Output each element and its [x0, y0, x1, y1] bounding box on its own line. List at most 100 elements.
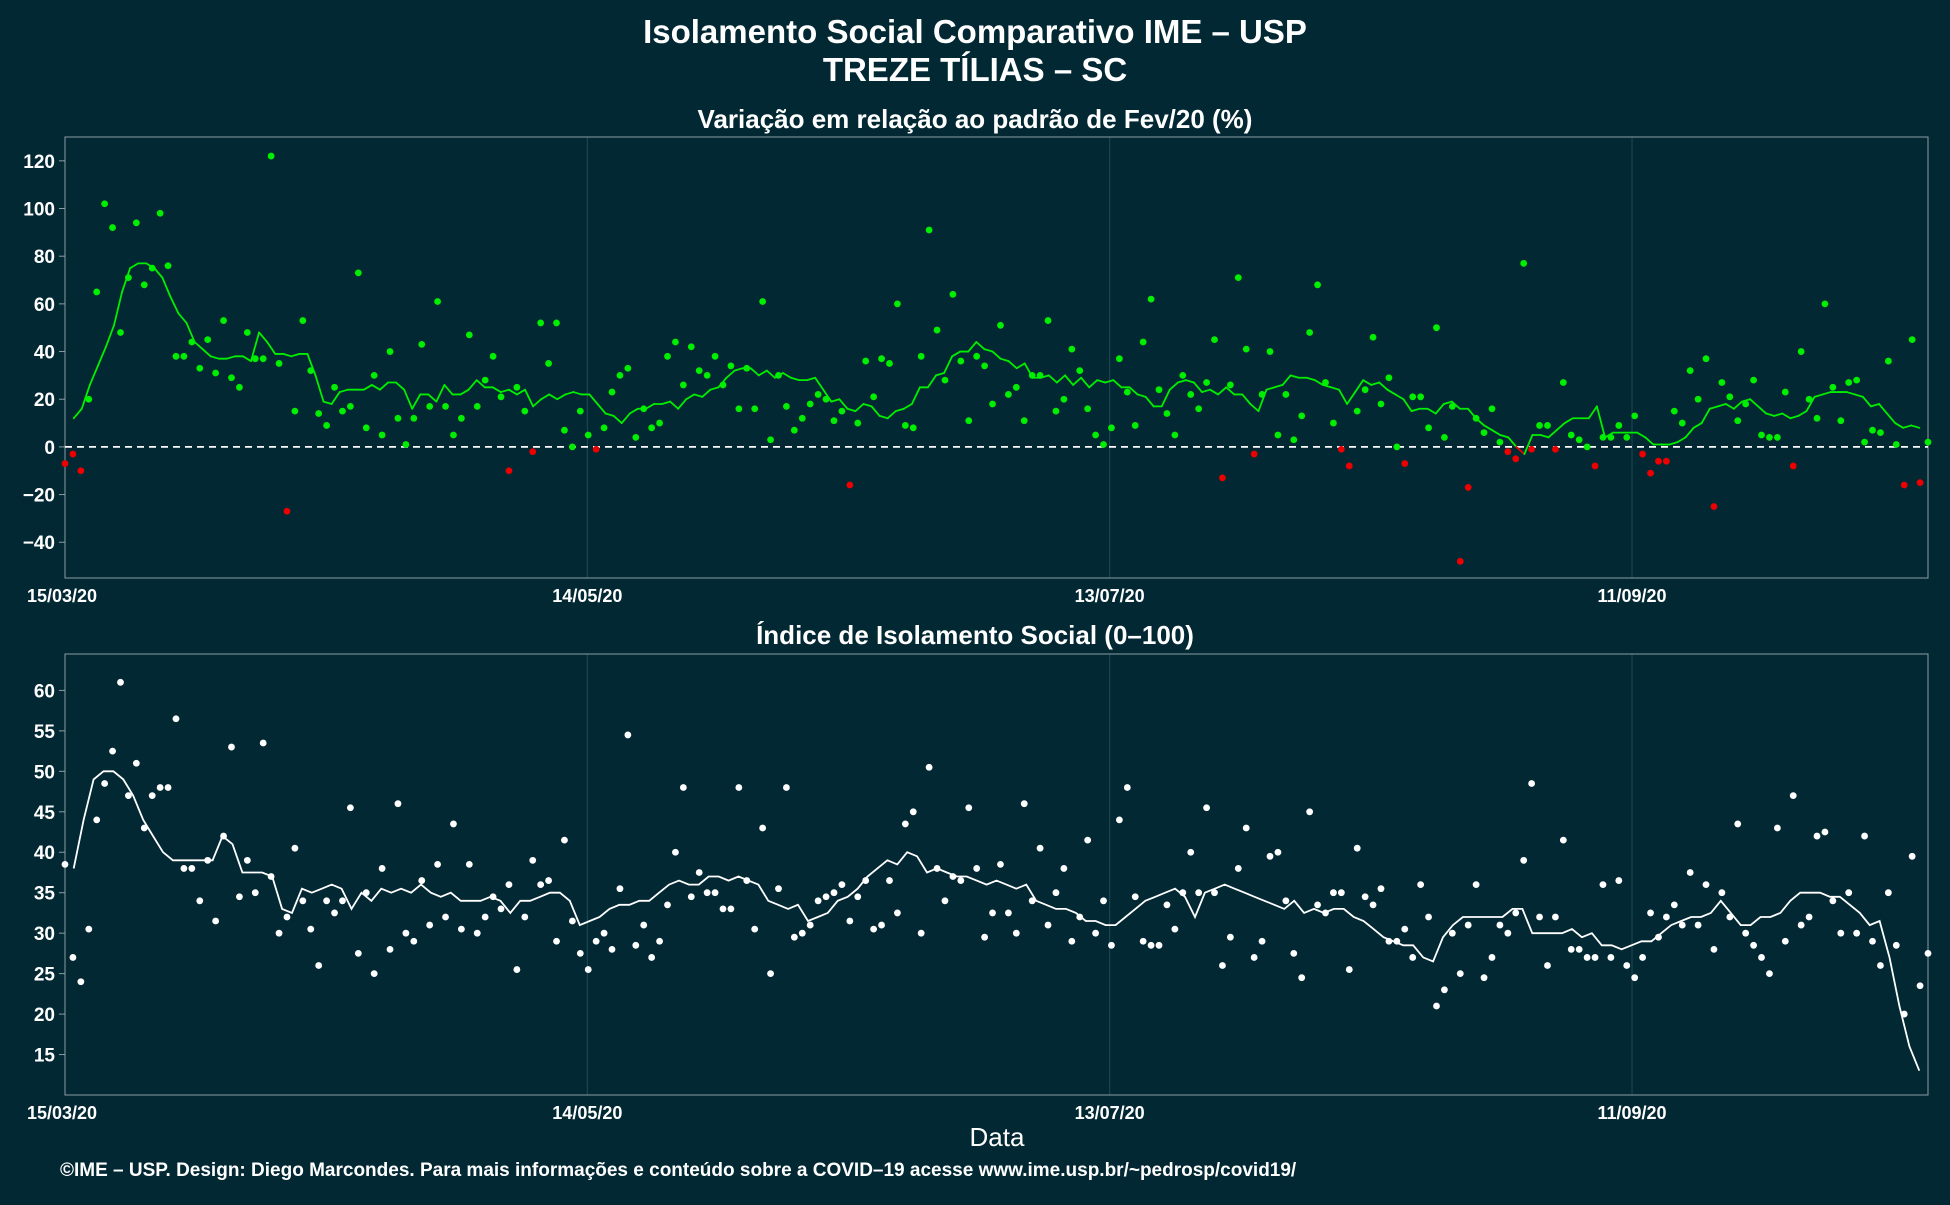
y-tick-label: −40 [23, 533, 55, 554]
index-point [1226, 933, 1234, 941]
moving-average-segment [1402, 398, 1413, 413]
variation-point [1742, 400, 1750, 408]
index-point [1789, 792, 1797, 800]
index-point [568, 917, 576, 925]
index-point [1409, 954, 1417, 961]
variation-point [1203, 379, 1210, 386]
variation-point [957, 357, 965, 365]
index-point [109, 747, 116, 755]
moving-average-segment [733, 367, 744, 372]
variation-point [323, 422, 331, 429]
y-tick-label: 15 [34, 1046, 56, 1067]
index-point [1758, 954, 1765, 961]
index-point [180, 865, 188, 872]
variation-point [1377, 400, 1385, 408]
variation-point [1559, 379, 1567, 386]
moving-average-segment [1636, 431, 1647, 439]
moving-average-segment [1394, 393, 1405, 401]
index-point [545, 877, 552, 884]
variation-point [592, 445, 600, 453]
moving-average-segment [1201, 388, 1211, 393]
index-point [1242, 824, 1250, 832]
index-point [719, 905, 727, 913]
index-point [1536, 913, 1543, 921]
moving-average-segment [1676, 436, 1687, 444]
variation-point [1670, 407, 1678, 415]
moving-average-segment [524, 388, 534, 408]
index-point [1417, 881, 1425, 889]
variation-point [886, 360, 893, 367]
variation-point [291, 407, 299, 415]
index-point [1163, 901, 1171, 909]
moving-average-segment [411, 393, 422, 410]
index-point [442, 913, 449, 921]
moving-average-segment [951, 350, 962, 358]
index-point [1441, 986, 1448, 994]
variation-point [584, 431, 592, 439]
index-point [1504, 929, 1512, 937]
moving-average-segment [1273, 384, 1284, 389]
moving-average-segment [1410, 407, 1421, 413]
variation-point [236, 383, 243, 391]
moving-average-segment [516, 388, 526, 396]
index-point [1544, 962, 1551, 969]
moving-average-segment [757, 369, 768, 377]
variation-point [505, 467, 513, 475]
index-point [156, 784, 164, 791]
variation-point [1631, 412, 1639, 420]
variation-point [259, 355, 267, 363]
moving-average-segment [1668, 441, 1679, 446]
moving-average-segment [1547, 429, 1558, 439]
variation-point [1433, 324, 1440, 332]
moving-average-segment [1491, 429, 1502, 436]
variation-point [267, 152, 275, 160]
moving-average-segment [1870, 403, 1880, 408]
moving-average-segment [701, 388, 712, 398]
variation-point [632, 433, 640, 441]
y-tick-label: 120 [23, 152, 55, 173]
moving-average-segment [1096, 379, 1107, 384]
index-point [1496, 921, 1504, 929]
moving-average-segment [1056, 374, 1066, 384]
index-point [1464, 921, 1472, 929]
index-point [592, 937, 600, 945]
index-point [521, 913, 529, 921]
index-point [1655, 933, 1662, 941]
variation-point [1393, 443, 1401, 451]
index-point [838, 881, 846, 889]
index-point [1234, 865, 1242, 872]
index-point [450, 820, 457, 828]
variation-point [1750, 376, 1757, 384]
variation-point [1504, 448, 1512, 456]
moving-average-segment [250, 331, 260, 362]
index-point [925, 763, 933, 771]
variation-point [465, 331, 473, 339]
index-point [1583, 954, 1591, 961]
index-point [878, 921, 885, 929]
moving-average-segment [475, 379, 486, 389]
index-point [164, 784, 172, 791]
index-point [1488, 954, 1496, 961]
moving-average-segment [1184, 379, 1195, 384]
moving-average-segment [854, 403, 865, 413]
variation-point [1853, 376, 1861, 384]
variation-point [394, 414, 402, 422]
variation-point [156, 209, 164, 217]
index-point [1742, 929, 1750, 937]
index-point [584, 966, 592, 973]
moving-average-segment [72, 407, 83, 420]
moving-average-segment [1225, 386, 1236, 396]
moving-average-segment [1749, 398, 1760, 408]
index-point [703, 889, 711, 897]
index-point [798, 929, 806, 937]
index-point [981, 933, 989, 941]
variation-point [1916, 479, 1924, 487]
moving-average-segment [556, 393, 567, 401]
variation-point [1821, 300, 1829, 308]
index-point [1322, 909, 1329, 917]
variation-point [117, 329, 124, 336]
moving-average-segment [185, 322, 196, 343]
moving-average-segment [1805, 395, 1816, 413]
index-point [759, 824, 767, 832]
